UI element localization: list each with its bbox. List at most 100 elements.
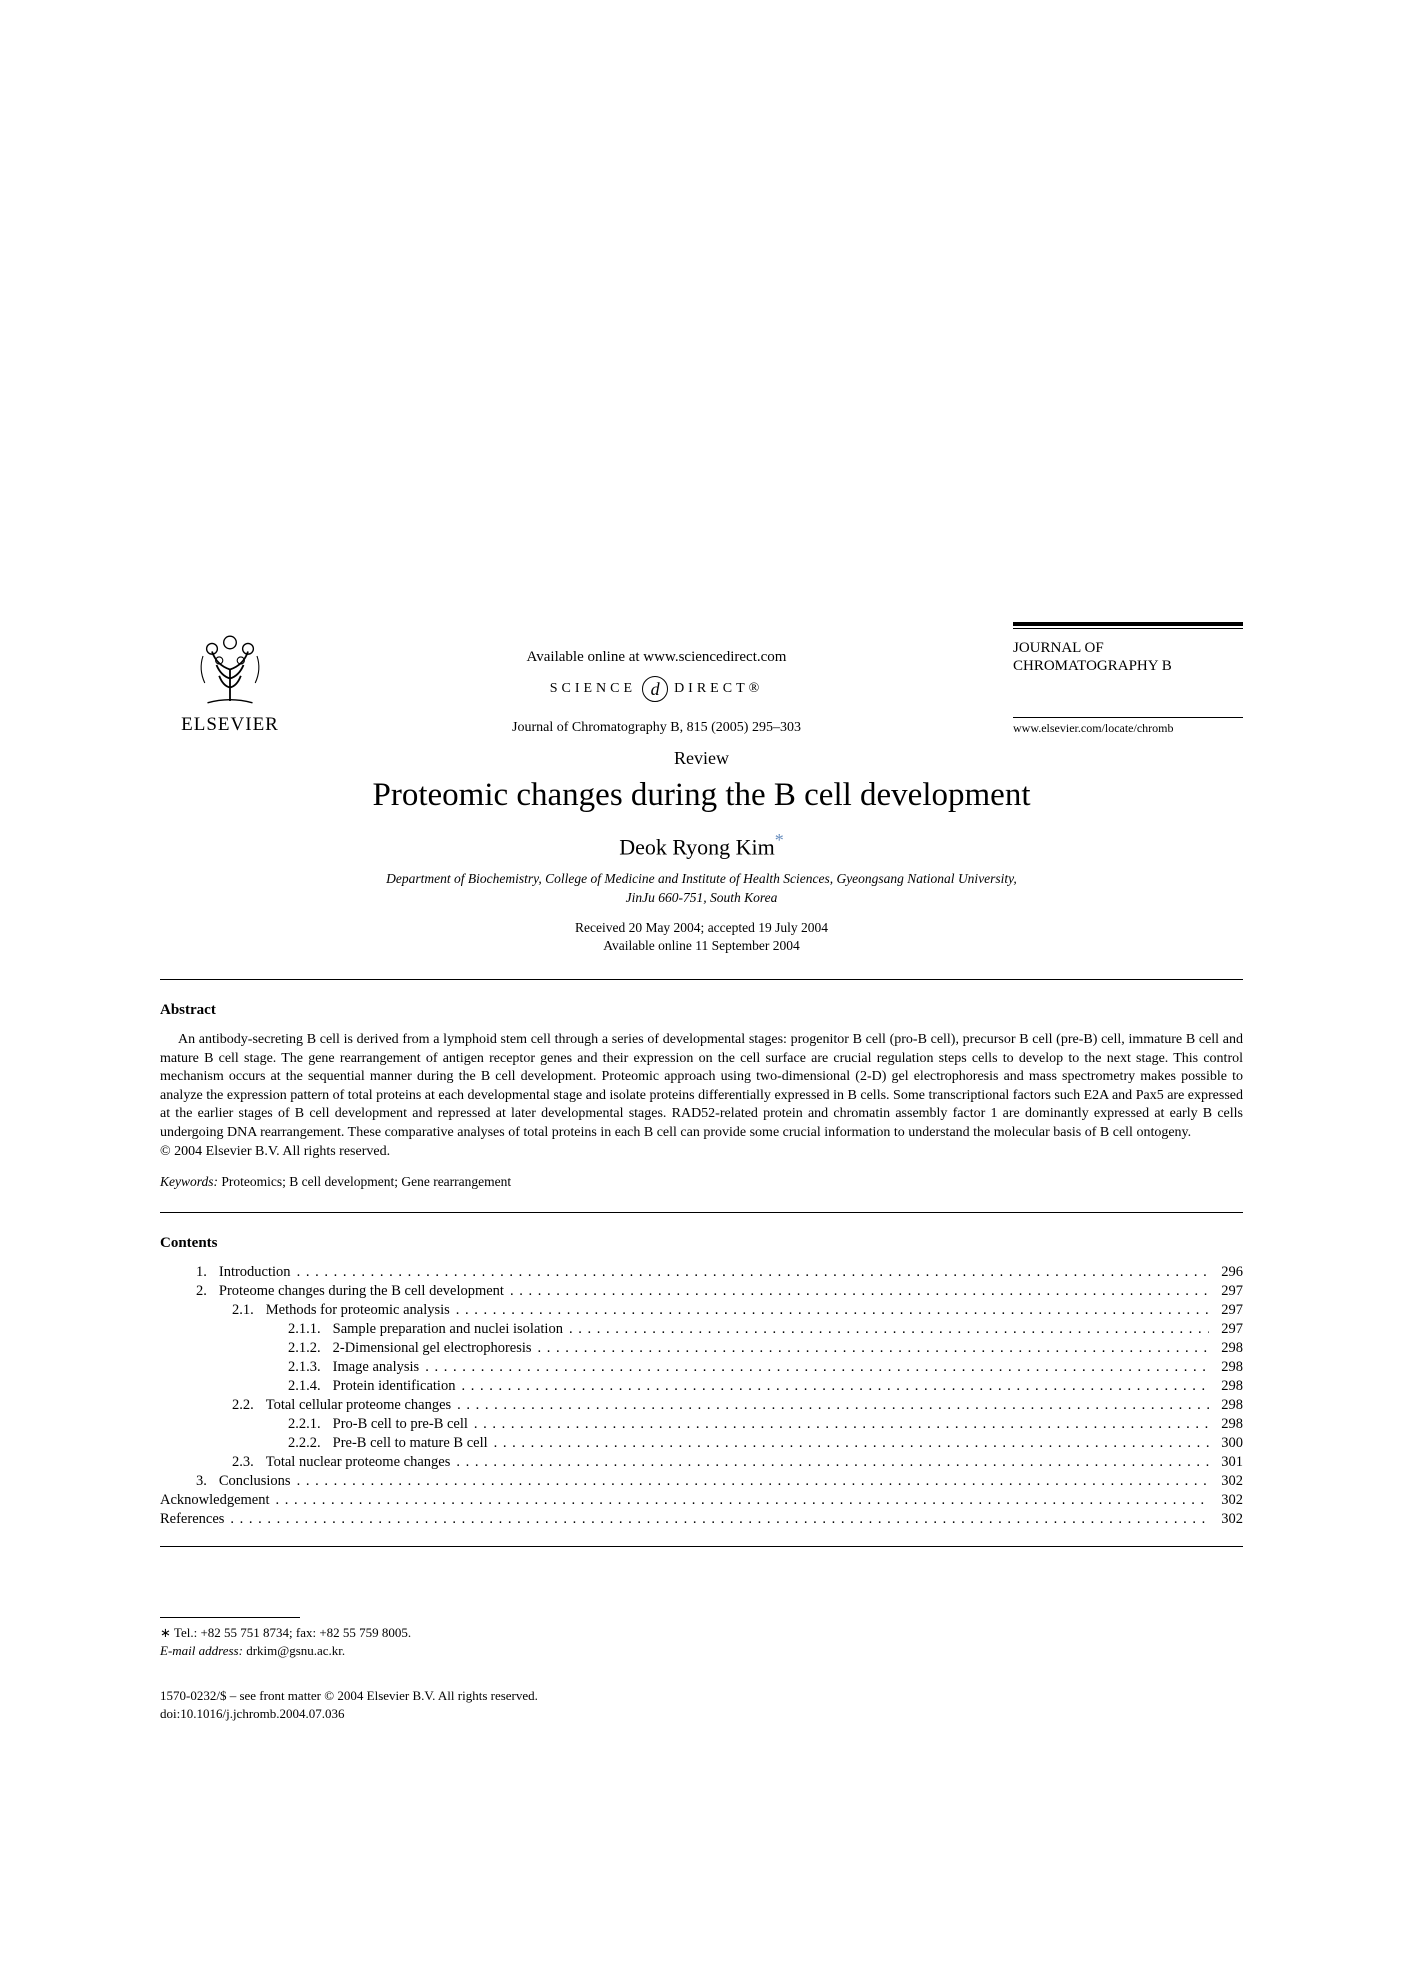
- toc-number: 2.2.: [160, 1397, 266, 1414]
- toc-dots: [569, 1321, 1209, 1338]
- footnote-rule: [160, 1617, 300, 1618]
- footnote-email-label: E-mail address:: [160, 1643, 243, 1658]
- toc-dots: [461, 1378, 1209, 1395]
- journal-rule-thin: [1013, 628, 1243, 629]
- toc-number: 2.3.: [160, 1454, 266, 1471]
- abstract-body: An antibody-secreting B cell is derived …: [160, 1031, 1243, 1142]
- header-row: ELSEVIER Available online at www.science…: [160, 620, 1243, 736]
- toc-page: 298: [1215, 1359, 1243, 1376]
- toc-row: 2.2.Total cellular proteome changes 298: [160, 1397, 1243, 1414]
- affiliation: Department of Biochemistry, College of M…: [160, 870, 1243, 906]
- journal-name: JOURNAL OF CHROMATOGRAPHY B: [1013, 639, 1243, 675]
- toc-number: 2.2.2.: [160, 1435, 333, 1452]
- contents-heading: Contents: [160, 1235, 1243, 1252]
- toc-page: 298: [1215, 1378, 1243, 1395]
- sd-text-left: SCIENCE: [550, 681, 636, 697]
- toc-title: Total cellular proteome changes: [266, 1397, 451, 1414]
- toc-row: 1.Introduction296: [160, 1264, 1243, 1281]
- footnote-mark: ∗: [160, 1625, 171, 1640]
- toc-row: 2.1.4.Protein identification 298: [160, 1378, 1243, 1395]
- toc-title: Total nuclear proteome changes: [266, 1454, 451, 1471]
- toc-title: Acknowledgement: [160, 1492, 270, 1509]
- abstract-heading: Abstract: [160, 1002, 1243, 1019]
- toc-title: Proteome changes during the B cell devel…: [219, 1283, 504, 1300]
- elsevier-tree-icon: [185, 620, 275, 710]
- toc-page: 302: [1215, 1473, 1243, 1490]
- journal-url: www.elsevier.com/locate/chromb: [1013, 717, 1243, 736]
- toc-row: 2.Proteome changes during the B cell dev…: [160, 1283, 1243, 1300]
- toc-page: 297: [1215, 1321, 1243, 1338]
- footnote-email: E-mail address: drkim@gsnu.ac.kr.: [160, 1642, 1243, 1660]
- page: ELSEVIER Available online at www.science…: [0, 0, 1403, 1822]
- toc-title: References: [160, 1511, 224, 1528]
- toc-page: 298: [1215, 1416, 1243, 1433]
- author-name: Deok Ryong Kim: [619, 834, 775, 859]
- toc-title: Pre-B cell to mature B cell: [333, 1435, 488, 1452]
- affiliation-line2: JinJu 660-751, South Korea: [626, 890, 778, 905]
- toc-dots: [425, 1359, 1209, 1376]
- journal-box: JOURNAL OF CHROMATOGRAPHY B www.elsevier…: [1013, 622, 1243, 736]
- toc-dots: [297, 1264, 1210, 1281]
- header-center: Available online at www.sciencedirect.co…: [300, 649, 1013, 736]
- toc-page: 298: [1215, 1340, 1243, 1357]
- sciencedirect-logo: SCIENCE d DIRECT®: [550, 676, 764, 702]
- toc-dots: [230, 1511, 1209, 1528]
- toc-row: 2.1.Methods for proteomic analysis 297: [160, 1302, 1243, 1319]
- keywords-text: Proteomics; B cell development; Gene rea…: [218, 1174, 511, 1189]
- footnote-email-text: drkim@gsnu.ac.kr.: [243, 1643, 345, 1658]
- affiliation-line1: Department of Biochemistry, College of M…: [386, 871, 1017, 886]
- toc-number: 2.: [160, 1283, 219, 1300]
- article-dates: Received 20 May 2004; accepted 19 July 2…: [160, 919, 1243, 955]
- rule-2: [160, 1212, 1243, 1213]
- toc-row: Acknowledgement 302: [160, 1492, 1243, 1509]
- toc-dots: [494, 1435, 1210, 1452]
- abstract-text: An antibody-secreting B cell is derived …: [160, 1031, 1243, 1142]
- toc-title: Image analysis: [333, 1359, 420, 1376]
- toc-page: 300: [1215, 1435, 1243, 1452]
- toc-page: 298: [1215, 1397, 1243, 1414]
- copyright: © 2004 Elsevier B.V. All rights reserved…: [160, 1144, 1243, 1160]
- toc-title: Methods for proteomic analysis: [266, 1302, 450, 1319]
- available-date: Available online 11 September 2004: [603, 938, 799, 953]
- doi-line: doi:10.1016/j.jchromb.2004.07.036: [160, 1705, 1243, 1723]
- publisher-block: ELSEVIER: [160, 620, 300, 736]
- toc-dots: [456, 1454, 1209, 1471]
- article-title: Proteomic changes during the B cell deve…: [160, 777, 1243, 814]
- toc-dots: [538, 1340, 1210, 1357]
- sd-d-icon: d: [642, 676, 668, 702]
- journal-rule-thick: [1013, 622, 1243, 626]
- toc-number: 2.1.4.: [160, 1378, 333, 1395]
- toc-dots: [457, 1397, 1209, 1414]
- contents-list: 1.Introduction296 2.Proteome changes duri…: [160, 1264, 1243, 1528]
- toc-row: 2.1.1.Sample preparation and nuclei isol…: [160, 1321, 1243, 1338]
- keywords-line: Keywords: Proteomics; B cell development…: [160, 1174, 1243, 1190]
- toc-page: 297: [1215, 1302, 1243, 1319]
- footnote-contact: ∗ Tel.: +82 55 751 8734; fax: +82 55 759…: [160, 1624, 1243, 1642]
- toc-page: 296: [1215, 1264, 1243, 1281]
- toc-title: Protein identification: [333, 1378, 456, 1395]
- author-mark-icon: *: [775, 830, 784, 850]
- toc-number: 2.2.1.: [160, 1416, 333, 1433]
- toc-dots: [297, 1473, 1210, 1490]
- toc-page: 302: [1215, 1492, 1243, 1509]
- author-line: Deok Ryong Kim*: [160, 830, 1243, 860]
- toc-title: Sample preparation and nuclei isolation: [333, 1321, 563, 1338]
- toc-title: Conclusions: [219, 1473, 291, 1490]
- toc-dots: [276, 1492, 1210, 1509]
- toc-number: 2.1.1.: [160, 1321, 333, 1338]
- front-matter-line: 1570-0232/$ – see front matter © 2004 El…: [160, 1687, 1243, 1705]
- toc-page: 302: [1215, 1511, 1243, 1528]
- toc-row: 2.3.Total nuclear proteome changes 301: [160, 1454, 1243, 1471]
- journal-reference: Journal of Chromatography B, 815 (2005) …: [320, 720, 993, 736]
- received-date: Received 20 May 2004; accepted 19 July 2…: [575, 920, 828, 935]
- footnote-contact-text: Tel.: +82 55 751 8734; fax: +82 55 759 8…: [171, 1625, 411, 1640]
- toc-row: 2.1.2.2-Dimensional gel electrophoresis2…: [160, 1340, 1243, 1357]
- toc-number: 2.1.: [160, 1302, 266, 1319]
- keywords-label: Keywords:: [160, 1174, 218, 1189]
- rule-1: [160, 979, 1243, 980]
- toc-number: 3.: [160, 1473, 219, 1490]
- sd-text-right: DIRECT®: [674, 681, 763, 697]
- rule-3: [160, 1546, 1243, 1547]
- toc-page: 301: [1215, 1454, 1243, 1471]
- toc-title: Pro-B cell to pre-B cell: [333, 1416, 468, 1433]
